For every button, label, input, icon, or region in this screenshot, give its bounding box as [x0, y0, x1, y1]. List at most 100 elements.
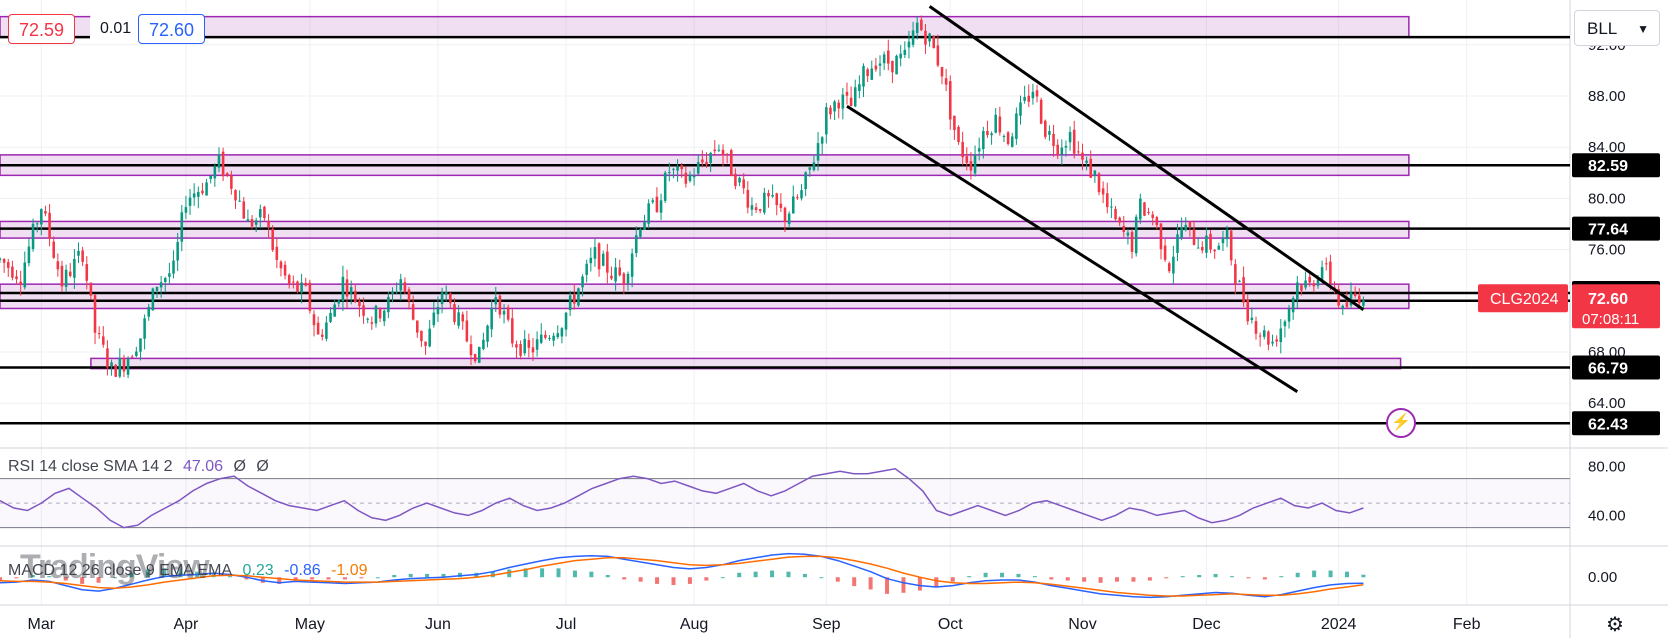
symbol-select[interactable]: BLL ▼	[1574, 10, 1660, 46]
y-tick-3: 80.00	[1588, 190, 1626, 207]
candle-body-191	[787, 213, 791, 225]
candle-body-297	[1225, 229, 1229, 240]
candle-body-15	[60, 265, 64, 287]
rsi-legend[interactable]: RSI 14 close SMA 14 2 47.06 Ø Ø	[8, 458, 275, 476]
macd-hist-21	[342, 577, 347, 580]
candle-body-167	[688, 174, 692, 181]
candle-body-12	[48, 212, 51, 239]
gear-icon[interactable]: ⚙	[1606, 614, 1624, 636]
macd-hist-59	[967, 576, 972, 578]
x-tick-8: Nov	[1068, 616, 1096, 633]
macd-hist-63	[1032, 576, 1037, 578]
price-label-bg-3	[1572, 355, 1660, 380]
candle-body-54	[221, 151, 225, 177]
candle-body-284	[1172, 256, 1175, 274]
candle-body-295	[1217, 245, 1221, 250]
candle-body-215	[887, 50, 890, 64]
candle-body-161	[663, 172, 667, 201]
candle-body-329	[1358, 295, 1361, 304]
candle-body-45	[184, 207, 188, 213]
candle-body-27	[110, 362, 113, 367]
candle-body-169	[696, 162, 700, 174]
candle-body-226	[932, 36, 936, 48]
candle-body-196	[808, 167, 812, 170]
candle-body-187	[771, 194, 774, 197]
macd-hist-69	[1131, 577, 1136, 582]
macd-hist-17	[277, 577, 282, 584]
candle-body-144	[593, 247, 597, 259]
lightning-icon[interactable]: ⚡	[1386, 408, 1416, 438]
candle-body-100	[411, 304, 415, 320]
bid-price[interactable]: 72.59	[8, 14, 76, 44]
candle-body-74	[304, 282, 308, 286]
candle-body-145	[597, 243, 601, 270]
candle-body-184	[758, 209, 762, 211]
candle-body-214	[882, 54, 886, 64]
candle-body-19	[77, 250, 80, 256]
candle-body-153	[630, 253, 634, 277]
candle-body-298	[1229, 230, 1233, 261]
candle-body-77	[316, 322, 320, 335]
candle-body-53	[217, 154, 221, 168]
candle-body-189	[779, 203, 783, 208]
candle-body-2	[6, 262, 10, 268]
candle-body-72	[296, 281, 299, 292]
candle-body-1	[2, 259, 6, 263]
candle-body-91	[374, 305, 378, 324]
candle-body-259	[1068, 131, 1072, 143]
candle-body-273	[1126, 232, 1130, 236]
candle-body-135	[556, 333, 560, 338]
candle-body-182	[750, 205, 754, 210]
candle-body-274	[1130, 231, 1134, 252]
macd-hist-72	[1180, 576, 1185, 578]
candle-body-122	[502, 310, 506, 315]
candle-body-227	[936, 45, 940, 66]
macd-hist-80	[1312, 570, 1317, 578]
symbol-label: CLG2024	[1490, 291, 1559, 308]
candle-body-325	[1341, 305, 1345, 309]
ask-price[interactable]: 72.60	[138, 14, 206, 44]
macd-hist-41	[671, 577, 676, 586]
trendline-0	[928, 5, 1365, 311]
candle-body-232	[957, 126, 960, 143]
macd-hist-0	[0, 577, 2, 581]
candle-body-103	[424, 341, 427, 346]
macd-hist-4	[63, 577, 68, 581]
candle-body-213	[878, 63, 882, 66]
candle-body-71	[292, 281, 295, 283]
candle-body-170	[701, 159, 704, 163]
candle-body-211	[870, 68, 874, 80]
candle-body-81	[333, 304, 336, 317]
candle-body-304	[1254, 321, 1258, 334]
macd-hist-14	[227, 576, 232, 578]
macd-hist-61	[1000, 572, 1005, 578]
candle-body-87	[358, 301, 361, 307]
trendline-1	[846, 104, 1299, 393]
candle-body-47	[192, 193, 196, 198]
y-tick-7: 64.00	[1588, 395, 1626, 412]
macd-legend[interactable]: MACD 12 26 close 9 EMA EMA 0.23 -0.86 -1…	[8, 562, 374, 580]
macd-hist-10	[162, 568, 167, 578]
macd-hist-73	[1197, 575, 1202, 578]
candle-body-283	[1167, 263, 1171, 272]
candle-body-242	[998, 116, 1002, 133]
price-label-1: 77.64	[1588, 222, 1628, 239]
candle-body-0	[0, 258, 2, 260]
candle-body-156	[643, 221, 646, 230]
last-price-bg	[1572, 284, 1660, 329]
candle-body-20	[81, 250, 84, 262]
candle-body-83	[341, 276, 345, 301]
candle-body-46	[188, 197, 192, 206]
candle-body-78	[320, 334, 324, 337]
candle-body-313	[1291, 297, 1295, 313]
candle-body-281	[1159, 223, 1163, 250]
candle-body-89	[366, 318, 369, 320]
candle-body-324	[1337, 289, 1340, 306]
candle-body-256	[1056, 144, 1059, 155]
candle-body-261	[1077, 151, 1080, 153]
macd-hist-64	[1049, 577, 1054, 580]
candle-body-59	[242, 201, 246, 219]
zone-0	[0, 15, 1410, 38]
price-label-4: 62.43	[1588, 416, 1628, 433]
